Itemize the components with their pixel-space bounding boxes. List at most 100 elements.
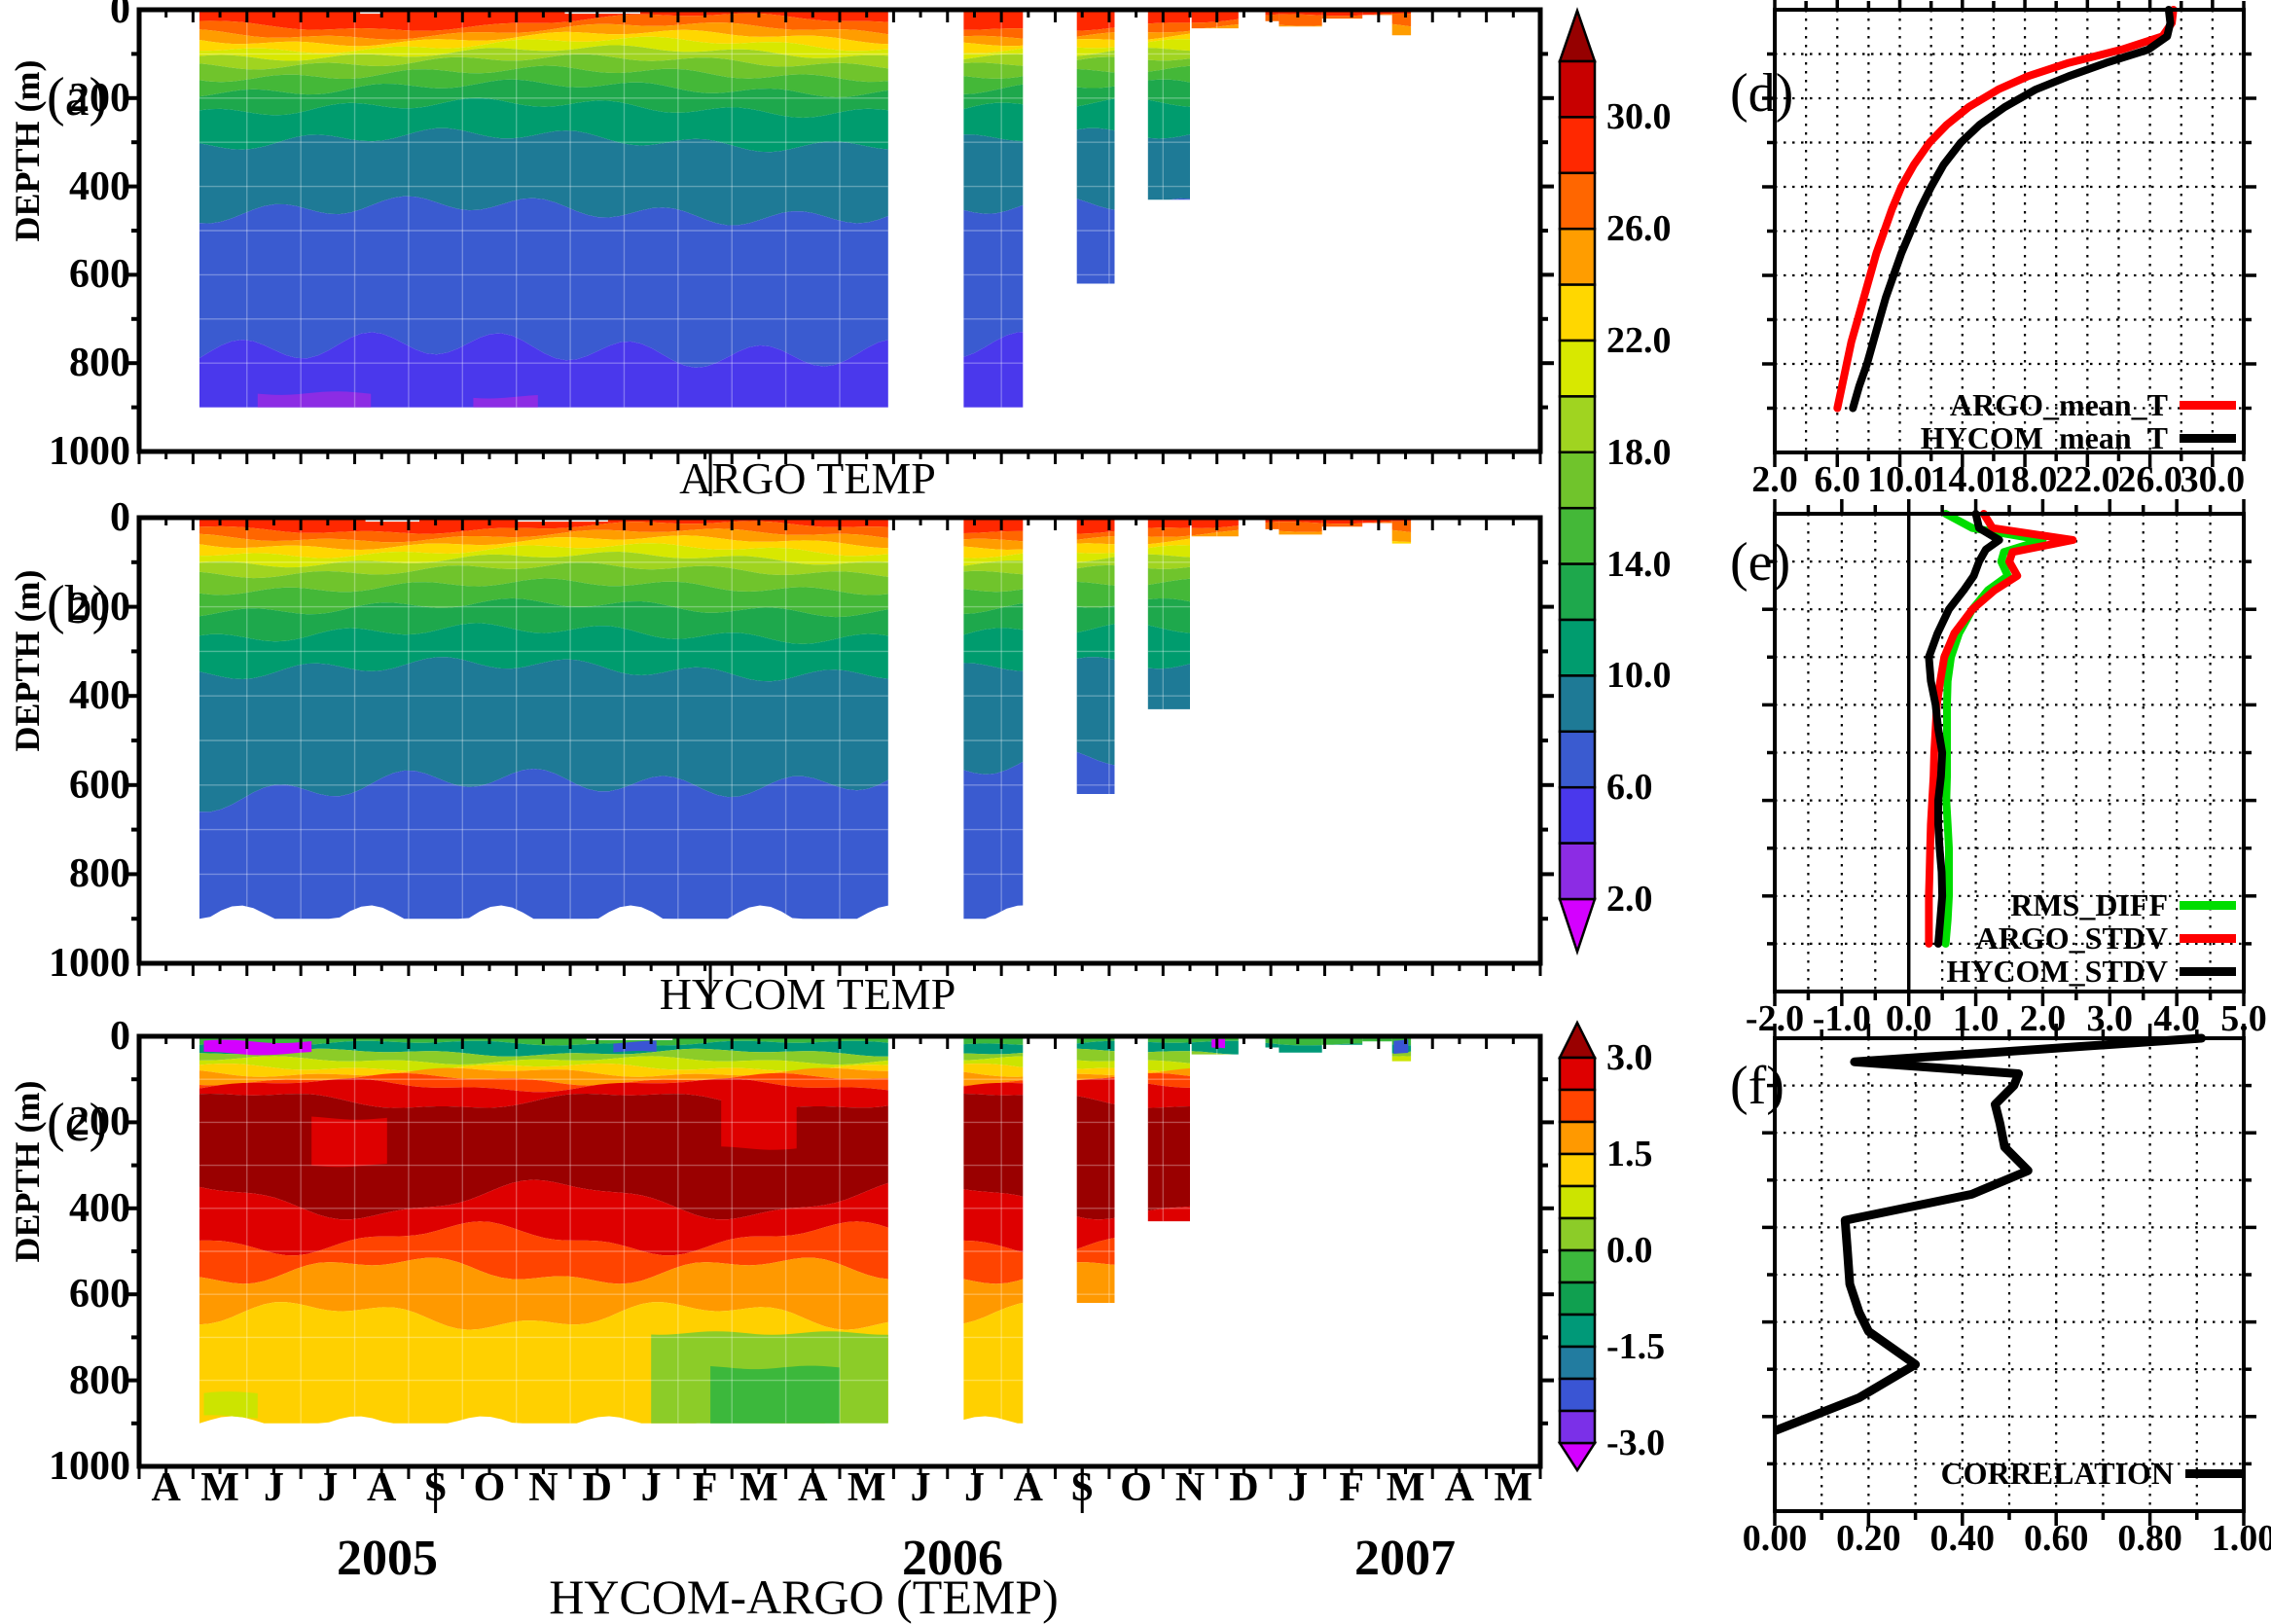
legend-argo-mean-swatch [2180, 401, 2236, 410]
legend-rms-diff-label: RMS_DIFF [2010, 887, 2168, 922]
colorbar-temp-label: 22.0 [1606, 320, 1672, 361]
month-label: M [847, 1465, 886, 1510]
panel-b-letter: (b) [47, 575, 111, 635]
month-label: A [367, 1465, 397, 1510]
depth-tick-label: 600 [69, 1272, 130, 1317]
depth-tick-label: 1000 [49, 941, 130, 986]
panel-a-letter: (a) [47, 67, 108, 127]
series-ARGO_STDV [1925, 510, 2077, 948]
depth-tick-label: 200 [69, 584, 130, 630]
year-label-2005: 2005 [337, 1531, 438, 1586]
depth-tick-label: 800 [69, 341, 130, 386]
month-label: J [1287, 1465, 1309, 1510]
month-label: S [1070, 1465, 1094, 1510]
depth-axis-label-a: DEPTH (m) [8, 59, 47, 242]
depth-tick-label: 400 [69, 673, 130, 719]
month-label: D [582, 1465, 612, 1510]
panel-e-letter: (e) [1730, 532, 1791, 593]
depth-tick-label: 200 [69, 75, 130, 121]
year-label-2007: 2007 [1354, 1531, 1456, 1586]
month-label: J [963, 1465, 985, 1510]
legend-argo-mean: ARGO_mean_T [1950, 387, 2236, 423]
panel-d-letter: (d) [1730, 63, 1794, 124]
month-label: O [1120, 1465, 1152, 1510]
panel-d-x-tick-label: 22.0 [2055, 459, 2120, 500]
panel-e-x-tick-label: -1.0 [1812, 998, 1871, 1039]
panel-f-letter: (f) [1730, 1056, 1784, 1116]
colorbar-temp-label: 10.0 [1606, 655, 1672, 697]
colorbar-temp-label: 26.0 [1606, 208, 1672, 250]
series-RMS_DIFF [1941, 510, 2047, 948]
colorbar-diff [1557, 1020, 1598, 1473]
panel-f-plot [1762, 1024, 2256, 1526]
depth-tick-label: 0 [110, 0, 130, 32]
colorbar-diff-label: -3.0 [1606, 1423, 1666, 1463]
month-label: O [473, 1465, 506, 1510]
colorbar-temp [1558, 7, 1597, 956]
depth-tick-label: 0 [110, 1014, 130, 1059]
legend-correlation: CORRELATION [1941, 1456, 2242, 1492]
legend-hycom-stdv: HYCOM_STDV [1946, 954, 2236, 990]
legend-argo-stdv-label: ARGO_STDV [1975, 920, 2168, 956]
legend-correlation-swatch [2185, 1469, 2242, 1478]
month-label: S [423, 1465, 448, 1510]
month-label: N [1174, 1465, 1206, 1510]
series-ARGO_mean_T [1833, 6, 2178, 413]
depth-tick-label: 200 [69, 1100, 130, 1145]
panel-e-x-tick-label: 5.0 [2220, 998, 2267, 1039]
figure-bottom-title: HYCOM-ARGO (TEMP) [549, 1570, 1059, 1624]
colorbar-temp-label: 6.0 [1606, 767, 1653, 809]
month-label: F [1339, 1465, 1364, 1510]
colorbar-temp-label: 30.0 [1606, 96, 1672, 138]
panel-c-contours [199, 1036, 1412, 1424]
legend-hycom-stdv-swatch [2180, 967, 2236, 976]
panel-d-x-tick-label: 2.0 [1751, 459, 1798, 500]
depth-tick-label: 800 [69, 851, 130, 897]
year-ticks [434, 451, 1084, 1513]
legend-hycom-stdv-label: HYCOM_STDV [1946, 954, 2168, 989]
series-CORRELATION [1773, 1033, 2207, 1435]
colorbar-diff-label: -1.5 [1606, 1326, 1666, 1367]
depth-tick-label: 1000 [49, 429, 130, 474]
panel-d-x-tick-label: 6.0 [1814, 459, 1861, 500]
legend-argo-stdv: ARGO_STDV [1976, 920, 2236, 956]
panel-d-x-tick-label: 26.0 [2117, 459, 2182, 500]
month-label: J [640, 1465, 662, 1510]
panel-e-x-tick-label: 0.0 [1885, 998, 1932, 1039]
main-panel-frame-0 [126, 7, 1554, 464]
depth-tick-label: 0 [110, 495, 130, 540]
panel-f-x-tick-label: 0.80 [2117, 1518, 2182, 1559]
panel-c-letter: (c) [47, 1093, 108, 1153]
depth-tick-label: 1000 [49, 1444, 130, 1489]
main-panel-frame-1 [126, 515, 1554, 976]
month-label: N [528, 1465, 559, 1510]
panel-a-contours [199, 10, 1412, 408]
month-label: A [798, 1465, 828, 1510]
depth-tick-label: 600 [69, 252, 130, 298]
month-label: M [739, 1465, 778, 1510]
month-label: J [317, 1465, 339, 1510]
panel-c-inner-grid [199, 1036, 1380, 1424]
panel-e-x-tick-label: 2.0 [2019, 998, 2067, 1039]
month-label: F [692, 1465, 718, 1510]
depth-tick-label: 400 [69, 1185, 130, 1231]
panel-d-x-tick-label: 30.0 [2180, 459, 2246, 500]
colorbar-diff-label: 1.5 [1606, 1134, 1653, 1174]
colorbar-temp-label: 2.0 [1606, 879, 1653, 920]
panel-a-title: ARGO TEMP [679, 453, 936, 503]
colorbar-diff-label: 0.0 [1606, 1230, 1653, 1271]
colorbar-diff-label: 3.0 [1606, 1037, 1653, 1078]
legend-rms-diff-swatch [2180, 901, 2236, 910]
legend-hycom-mean: HYCOM_mean_T [1921, 420, 2236, 456]
legend-argo-mean-label: ARGO_mean_T [1950, 387, 2168, 422]
month-label: D [1229, 1465, 1259, 1510]
month-label: A [1444, 1465, 1475, 1510]
depth-tick-label: 400 [69, 163, 130, 209]
panel-f-x-tick-label: 0.60 [2023, 1518, 2089, 1559]
month-label: M [1386, 1465, 1425, 1510]
month-label: A [151, 1465, 181, 1510]
panel-f-x-tick-label: 0.40 [1929, 1518, 1996, 1559]
panel-e-x-tick-label: 4.0 [2153, 998, 2200, 1039]
panel-d-x-tick-label: 18.0 [1992, 459, 2058, 500]
